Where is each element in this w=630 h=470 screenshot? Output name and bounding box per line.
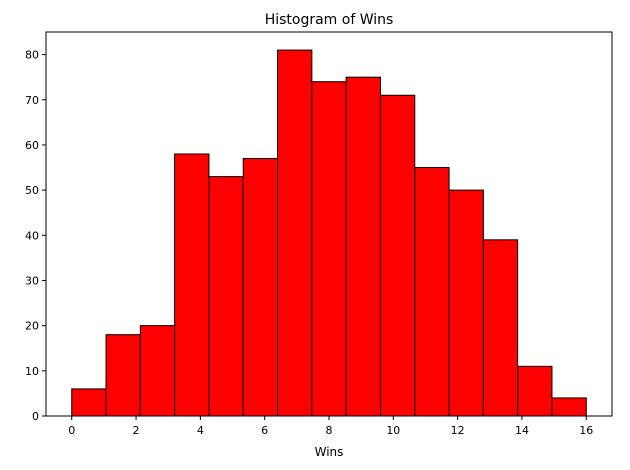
chart-title: Histogram of Wins [265, 12, 394, 28]
histogram-bar [345, 76, 381, 417]
histogram-bar [71, 388, 107, 417]
x-tick-label: 10 [386, 424, 400, 437]
y-tick-label: 30 [25, 274, 39, 287]
y-tick-label: 10 [25, 365, 39, 378]
histogram-bar [448, 189, 484, 417]
histogram-bar [517, 365, 553, 417]
y-tick-label: 40 [25, 229, 39, 242]
x-tick-label: 2 [133, 424, 140, 437]
histogram-bar [139, 325, 176, 417]
histogram-bar [414, 167, 450, 417]
histogram-bar [277, 49, 313, 417]
histogram-bar [379, 94, 416, 417]
bars-group [71, 49, 587, 417]
x-tick-label: 8 [326, 424, 333, 437]
y-tick-label: 20 [25, 320, 39, 333]
x-tick-label: 14 [515, 424, 529, 437]
x-tick-label: 4 [197, 424, 204, 437]
histogram-bar [208, 176, 244, 417]
y-axis-ticks: 0 10 20 30 40 50 60 70 80 [25, 49, 46, 423]
histogram-bar [242, 157, 279, 417]
y-tick-label: 70 [25, 94, 39, 107]
histogram-bar [311, 81, 347, 417]
x-axis-ticks: 0 2 4 6 8 10 12 14 16 [68, 416, 593, 437]
plot-frame [45, 31, 613, 417]
histogram-bar [105, 334, 141, 417]
y-tick-label: 80 [25, 49, 39, 62]
x-tick-label: 12 [451, 424, 465, 437]
y-tick-label: 60 [25, 139, 39, 152]
y-tick-label: 0 [32, 410, 39, 423]
histogram-bar [551, 397, 587, 417]
x-tick-label: 0 [68, 424, 75, 437]
histogram-bar [174, 153, 210, 417]
x-axis-label: Wins [315, 445, 344, 459]
histogram-bar [482, 239, 519, 417]
x-tick-label: 16 [579, 424, 593, 437]
x-tick-label: 6 [261, 424, 268, 437]
y-tick-label: 50 [25, 184, 39, 197]
